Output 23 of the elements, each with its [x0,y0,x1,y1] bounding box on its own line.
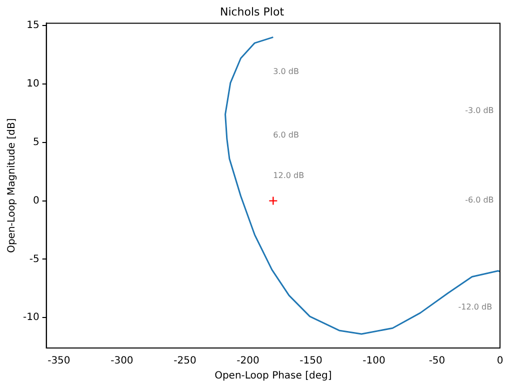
y-tick-label: 5 [32,136,40,148]
x-tick-label: -300 [110,356,134,367]
annotation: 3.0 dB [273,67,300,76]
y-tick-label: 0 [32,195,40,206]
annotation: -6.0 dB [465,195,494,204]
annotation: 12.0 dB [273,170,304,180]
x-axis-title: Open-Loop Phase [deg] [214,370,332,382]
x-tick-label: -250 [174,356,196,367]
y-tick-label: 15 [26,20,40,32]
y-tick-label: 10 [26,78,40,90]
x-tick-label: -100 [362,356,386,367]
chart-title: Nichols Plot [220,5,285,18]
y-tick-label: -5 [29,254,40,265]
x-tick-label: 0 [496,356,504,367]
y-tick-label: -10 [22,312,40,324]
annotation: -12.0 dB [458,302,492,312]
x-tick-label: -350 [48,356,70,367]
annotation: -3.0 dB [465,106,494,115]
annotation: 6.0 dB [273,130,300,140]
x-tick-label: -200 [236,356,260,367]
x-tick-label: -50 [428,356,446,367]
y-axis-title: Open-Loop Magnitude [dB] [6,118,18,253]
x-tick-label: -150 [300,356,322,367]
